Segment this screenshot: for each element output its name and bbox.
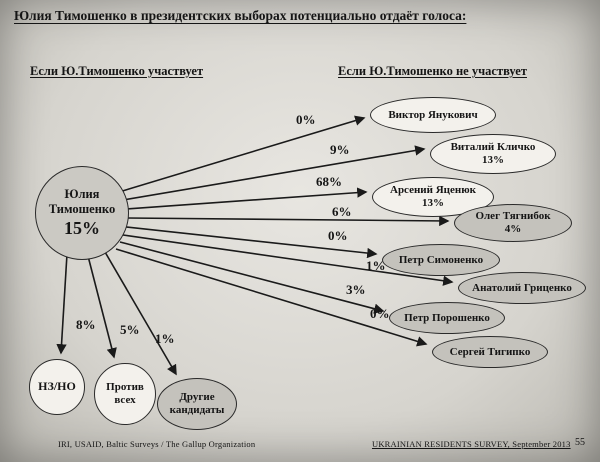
node-poroshenko-label: Петр Порошенко	[404, 311, 490, 324]
flow-arrow-yanukovych	[118, 115, 366, 193]
node-gritsenko-label: Анатолий Гриценко	[472, 281, 572, 294]
node-nz-no: НЗ/НО	[29, 359, 85, 415]
flow-pct-protiv-vseh: 5%	[120, 322, 140, 337]
flow-pct-yatsenyuk: 68%	[316, 174, 342, 189]
node-tyagnibok-label: Олег Тягнибок	[475, 210, 551, 223]
source-name-line2: Тимошенко	[48, 201, 116, 216]
node-yanukovych-label: Виктор Янукович	[388, 108, 478, 121]
flow-arrow-nz-no	[56, 253, 68, 355]
node-protiv-vseh-label: Против всех	[106, 381, 144, 406]
node-klichko: Виталий Кличко 13%	[430, 134, 556, 174]
node-nz-no-label: НЗ/НО	[38, 379, 76, 394]
node-yanukovych: Виктор Янукович	[370, 97, 496, 133]
source-name-line1: Юлия	[64, 187, 100, 202]
node-tyagnibok: Олег Тягнибок 4%	[454, 204, 572, 242]
footer-source: IRI, USAID, Baltic Surveys / The Gallup …	[58, 439, 256, 449]
header-not-participates: Если Ю.Тимошенко не участвует	[338, 64, 527, 78]
flow-arrow-protiv-vseh	[87, 255, 117, 359]
flow-arrow-drugie	[104, 251, 177, 376]
flow-pct-nz-no: 8%	[76, 317, 96, 332]
flow-pct-tyagnibok: 6%	[332, 204, 352, 219]
node-protiv-vseh: Против всех	[94, 363, 156, 425]
node-poroshenko: Петр Порошенко	[389, 302, 505, 334]
flow-pct-drugie: 1%	[155, 331, 175, 346]
flow-pct-klichko: 9%	[330, 142, 350, 157]
flow-pct-poroshenko: 3%	[346, 282, 366, 297]
node-gritsenko: Анатолий Гриценко	[458, 272, 586, 304]
node-drugie: Другие кандидаты	[157, 378, 237, 430]
flow-arrow-poroshenko	[119, 241, 385, 314]
node-yatsenyuk-share: 13%	[421, 197, 444, 209]
node-drugie-label: Другие кандидаты	[169, 391, 225, 416]
flow-pct-tigipko: 0%	[370, 306, 390, 321]
flow-arrow-yatsenyuk	[125, 187, 368, 210]
footer-page-number: 55	[575, 437, 585, 448]
page-title: Юлия Тимошенко в президентских выборах п…	[14, 8, 467, 23]
flow-arrow-tigipko	[115, 248, 428, 347]
node-yatsenyuk-label: Арсений Яценюк	[390, 184, 476, 197]
node-tigipko-label: Сергей Тигипко	[449, 345, 531, 358]
node-simonenko: Петр Симоненко	[382, 244, 500, 276]
node-tymoshenko: Юлия Тимошенко 15%	[35, 166, 129, 260]
node-klichko-share: 13%	[481, 154, 504, 166]
flow-arrow-simonenko	[125, 226, 378, 259]
flow-arrow-klichko	[122, 145, 426, 201]
source-value: 15%	[63, 218, 100, 239]
header-participates: Если Ю.Тимошенко участвует	[30, 64, 204, 78]
node-klichko-label: Виталий Кличко	[450, 141, 536, 154]
flow-pct-yanukovych: 0%	[296, 112, 316, 127]
footer-survey: UKRAINIAN RESIDENTS SURVEY, September 20…	[372, 439, 571, 449]
flow-pct-gritsenko: 1%	[366, 258, 386, 273]
node-tyagnibok-share: 4%	[504, 223, 522, 235]
node-tigipko: Сергей Тигипко	[432, 336, 548, 368]
flow-pct-simonenko: 0%	[328, 228, 348, 243]
flow-arrow-gritsenko	[122, 234, 454, 286]
flow-arrow-tyagnibok	[126, 215, 450, 227]
node-simonenko-label: Петр Симоненко	[398, 253, 484, 266]
